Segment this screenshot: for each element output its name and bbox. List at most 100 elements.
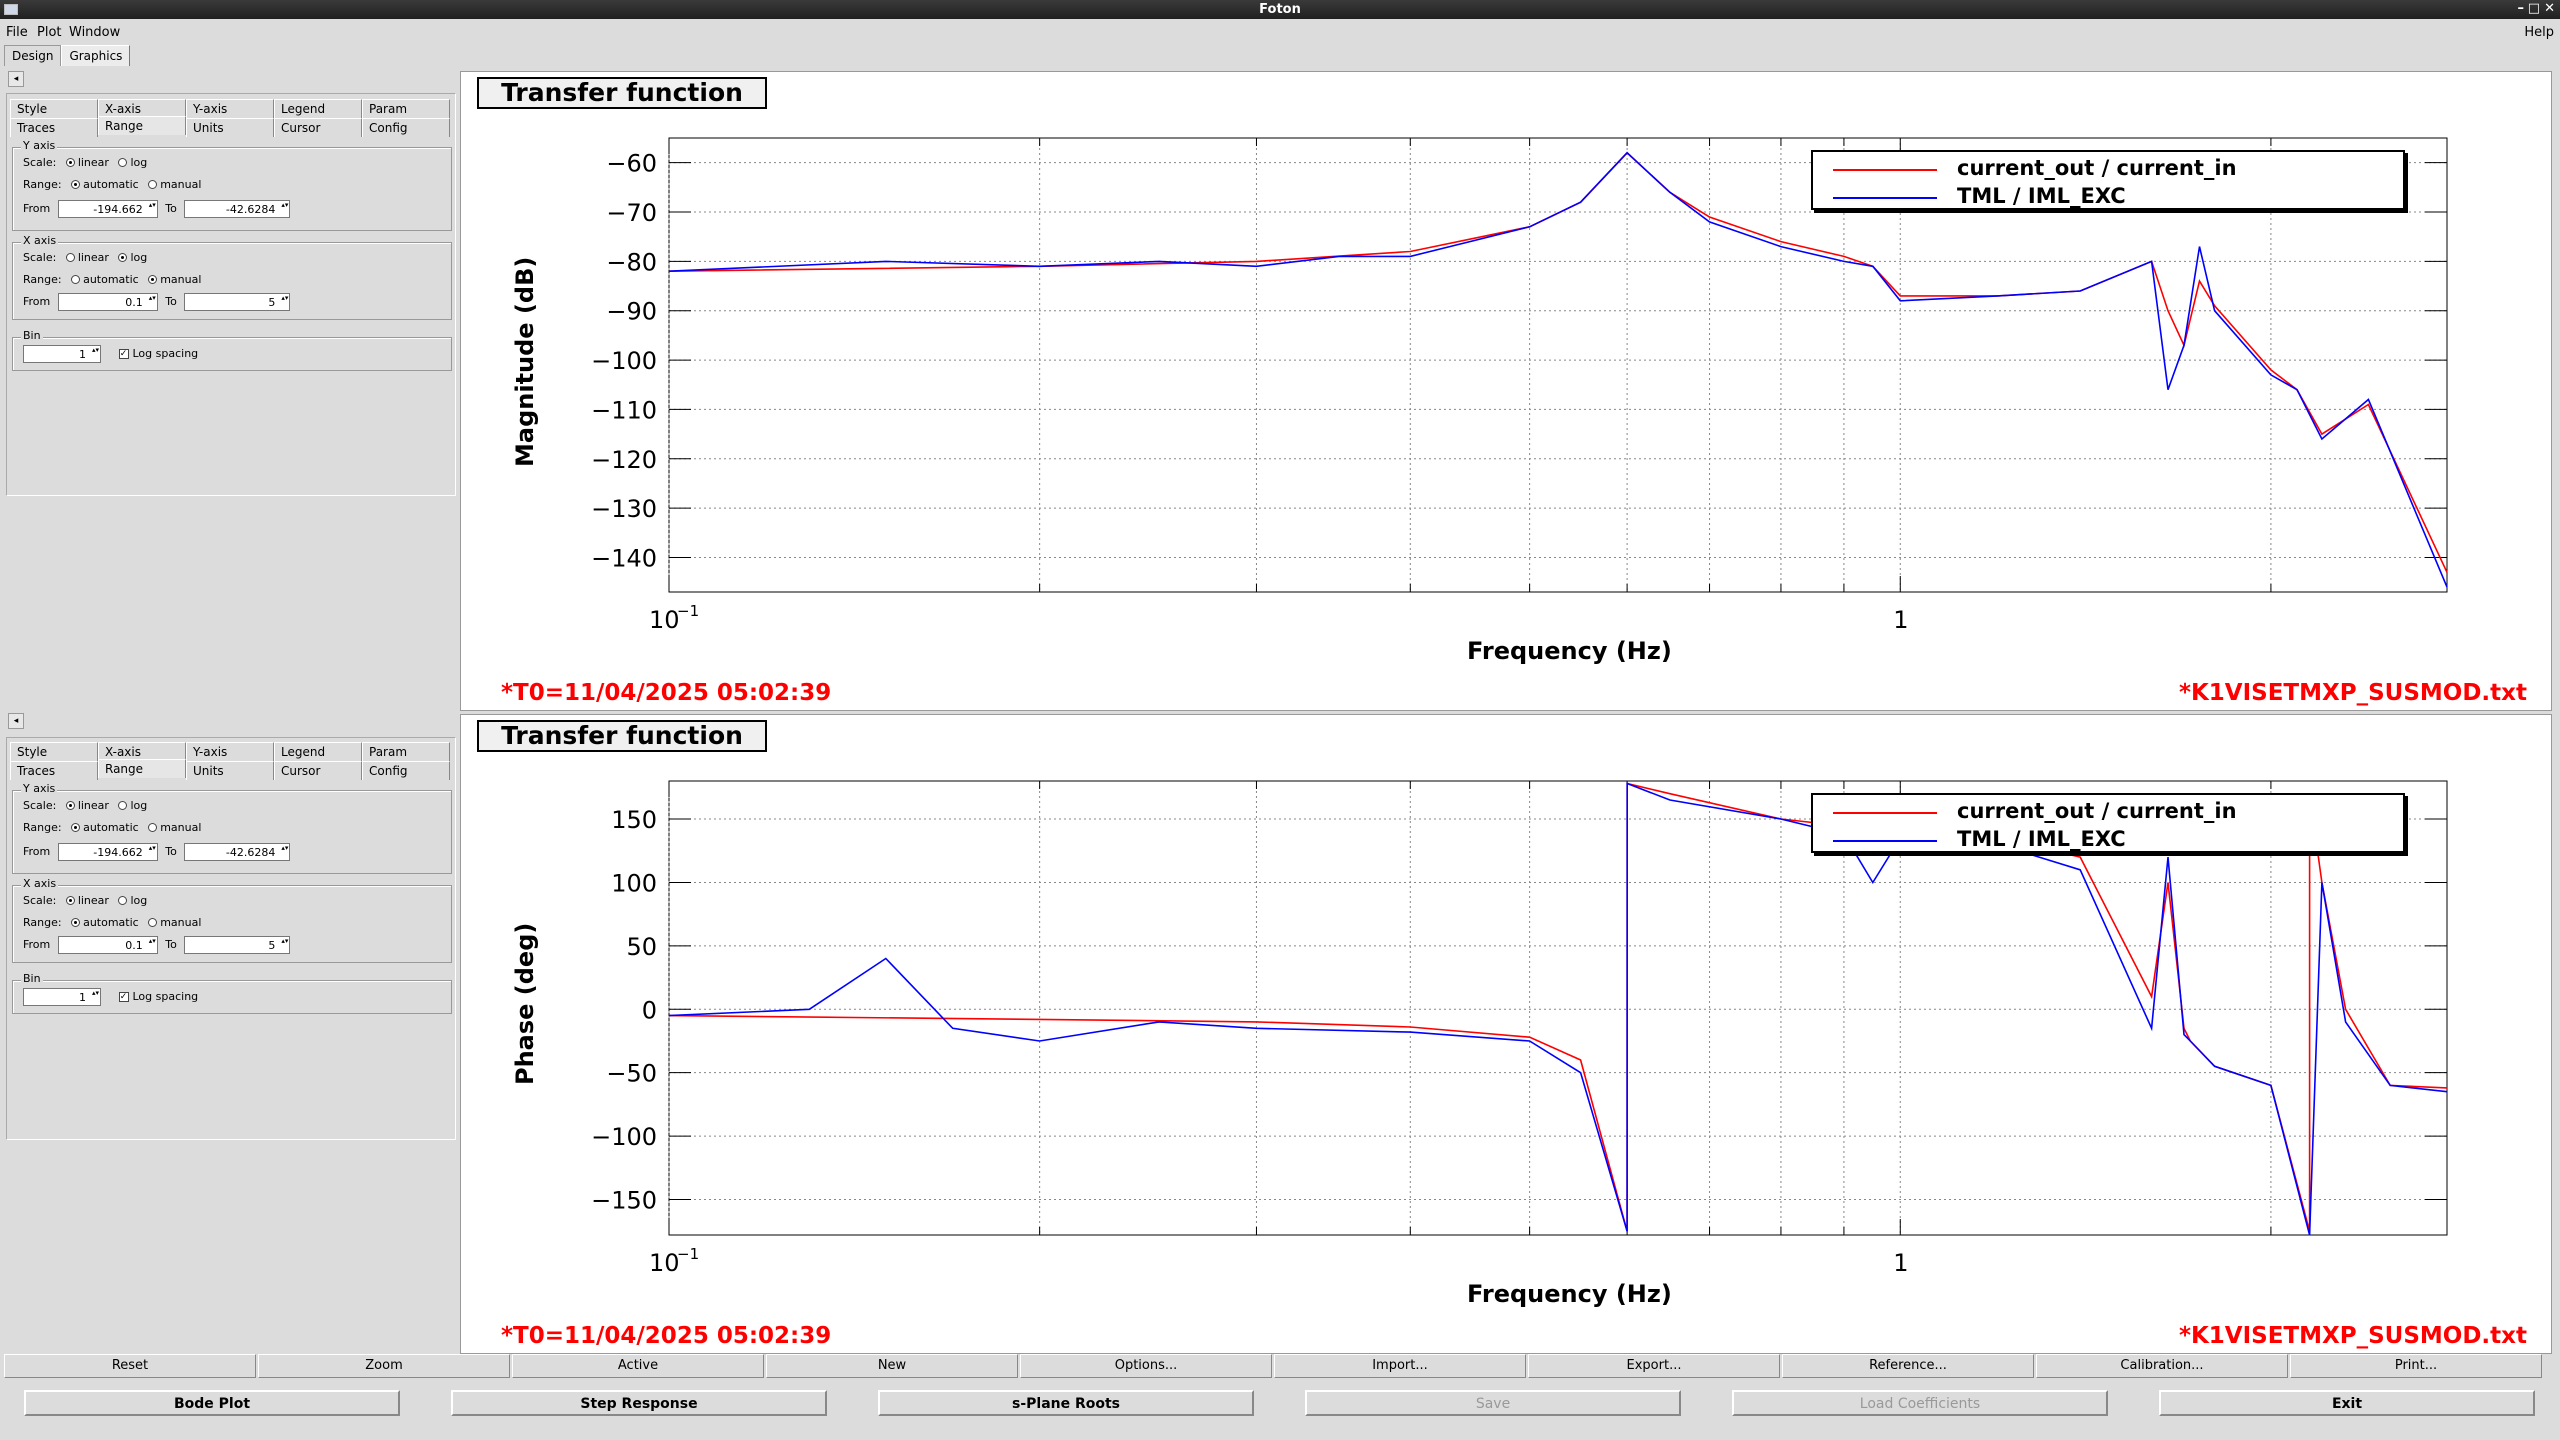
options-button[interactable]: Options... — [1020, 1354, 1272, 1378]
x-scale-log-radio[interactable] — [118, 896, 128, 905]
y-to-input[interactable]: -42.6284 — [184, 200, 291, 218]
tab-config[interactable]: Config — [362, 761, 450, 780]
tab-design[interactable]: Design — [4, 45, 62, 66]
collapse-left-icon[interactable]: ◂ — [8, 71, 24, 87]
menu-file[interactable]: File — [6, 25, 28, 40]
tab-traces[interactable]: Traces — [10, 761, 98, 780]
tab-style[interactable]: Style — [10, 742, 98, 761]
bin-input[interactable]: 1 — [23, 345, 101, 363]
x-range-manual-radio[interactable] — [148, 275, 158, 284]
tab-config[interactable]: Config — [362, 118, 450, 137]
y-scale-log-radio[interactable] — [118, 158, 128, 167]
load-coefficients-button[interactable]: Load Coefficients — [1732, 1390, 2108, 1416]
x-tick-label: 10 — [649, 606, 680, 634]
option-label: automatic — [83, 821, 139, 834]
exit-button[interactable]: Exit — [2159, 1390, 2535, 1416]
menu-help[interactable]: Help — [2524, 25, 2554, 40]
y-scale-linear-radio[interactable] — [65, 158, 75, 167]
legend-entry: current_out / current_in — [1957, 799, 2237, 823]
x-range-manual-radio[interactable] — [148, 918, 158, 927]
zoom-button[interactable]: Zoom — [258, 1354, 510, 1378]
option-label: log — [130, 894, 148, 907]
calibration-button[interactable]: Calibration... — [2036, 1354, 2288, 1378]
menu-window[interactable]: Window — [69, 25, 121, 40]
y-tick-label: 150 — [611, 806, 657, 834]
y-from-input[interactable]: -194.662 — [57, 200, 158, 218]
y-to-input[interactable]: -42.6284 — [184, 843, 291, 861]
group-title: Y axis — [21, 139, 58, 152]
y-from-input[interactable]: -194.662 — [57, 843, 158, 861]
y-range-automatic-radio[interactable] — [71, 180, 81, 189]
save-button[interactable]: Save — [1305, 1390, 1681, 1416]
tab-legend[interactable]: Legend — [274, 99, 362, 118]
tab-range[interactable]: Range — [98, 759, 186, 778]
x-from-input[interactable]: 0.1 — [57, 293, 158, 311]
option-label: manual — [160, 178, 202, 191]
x-tick-label-exponent: −1 — [677, 1245, 699, 1263]
tab-units[interactable]: Units — [186, 761, 274, 780]
y-scale-linear-radio[interactable] — [65, 801, 75, 810]
t0-annotation: *T0=11/04/2025 05:02:39 — [501, 680, 832, 706]
step-response-button[interactable]: Step Response — [451, 1390, 827, 1416]
collapse-left-icon[interactable]: ◂ — [8, 713, 24, 729]
tab-cursor[interactable]: Cursor — [274, 118, 362, 137]
tab-param[interactable]: Param — [362, 99, 450, 118]
close-icon[interactable]: ✕ — [2544, 1, 2555, 16]
x-to-input[interactable]: 5 — [184, 293, 291, 311]
range-label: Range: — [23, 178, 62, 191]
range-label: Range: — [23, 916, 62, 929]
x-from-input[interactable]: 0.1 — [57, 936, 158, 954]
tab-param[interactable]: Param — [362, 742, 450, 761]
tab-y-axis[interactable]: Y-axis — [186, 742, 274, 761]
options-tabs-2: Style X-axis Y-axis Legend Param Traces … — [6, 742, 456, 780]
tab-range[interactable]: Range — [98, 116, 186, 135]
y-scale-log-radio[interactable] — [118, 801, 128, 810]
s-plane-roots-button[interactable]: s-Plane Roots — [878, 1390, 1254, 1416]
print-button[interactable]: Print... — [2290, 1354, 2542, 1378]
phase-plot-pad[interactable]: Transfer function Phase (deg) Frequency … — [460, 714, 2552, 1354]
reference-button[interactable]: Reference... — [1782, 1354, 2034, 1378]
menu-plot[interactable]: Plot — [37, 25, 62, 40]
y-axis-group: Y axis Scale: linear log Range: automati… — [12, 782, 452, 874]
magnitude-plot-pad[interactable]: Transfer function Magnitude (dB) Frequen… — [460, 71, 2552, 711]
y-range-automatic-radio[interactable] — [71, 823, 81, 832]
tab-legend[interactable]: Legend — [274, 742, 362, 761]
bode-plot-button[interactable]: Bode Plot — [24, 1390, 400, 1416]
y-tick-label: −120 — [591, 446, 657, 474]
y-range-manual-radio[interactable] — [148, 180, 158, 189]
tab-graphics[interactable]: Graphics — [61, 45, 131, 66]
x-scale-linear-radio[interactable] — [65, 253, 75, 262]
x-range-automatic-radio[interactable] — [71, 275, 81, 284]
tab-units[interactable]: Units — [186, 118, 274, 137]
plot-toolbar: Reset Zoom Active New Options... Import.… — [4, 1354, 2556, 1378]
minimize-icon[interactable]: – — [2517, 1, 2525, 16]
reset-button[interactable]: Reset — [4, 1354, 256, 1378]
active-button[interactable]: Active — [512, 1354, 764, 1378]
import-button[interactable]: Import... — [1274, 1354, 1526, 1378]
to-label: To — [165, 295, 177, 308]
tab-style[interactable]: Style — [10, 99, 98, 118]
log-spacing-checkbox[interactable]: ✓ — [118, 349, 129, 359]
x-range-automatic-radio[interactable] — [71, 918, 81, 927]
export-button[interactable]: Export... — [1528, 1354, 1780, 1378]
y-tick-label: −60 — [606, 150, 657, 178]
x-to-input[interactable]: 5 — [184, 936, 291, 954]
y-range-manual-radio[interactable] — [148, 823, 158, 832]
tab-x-axis[interactable]: X-axis — [98, 99, 186, 118]
x-scale-linear-radio[interactable] — [65, 896, 75, 905]
new-button[interactable]: New — [766, 1354, 1018, 1378]
bin-group: Bin 1 ✓Log spacing — [12, 972, 452, 1014]
tab-traces[interactable]: Traces — [10, 118, 98, 137]
from-label: From — [23, 938, 51, 951]
x-tick-label: 10 — [649, 1249, 680, 1277]
maximize-icon[interactable]: □ — [2527, 1, 2540, 16]
y-tick-label: −50 — [606, 1060, 657, 1088]
tab-cursor[interactable]: Cursor — [274, 761, 362, 780]
bin-input[interactable]: 1 — [23, 988, 101, 1006]
y-range-row: Range: automatic manual — [23, 178, 201, 191]
y-scale-row: Scale: linear log — [23, 799, 147, 812]
x-scale-log-radio[interactable] — [118, 253, 128, 262]
tab-y-axis[interactable]: Y-axis — [186, 99, 274, 118]
tab-x-axis[interactable]: X-axis — [98, 742, 186, 761]
log-spacing-checkbox[interactable]: ✓ — [118, 992, 129, 1002]
